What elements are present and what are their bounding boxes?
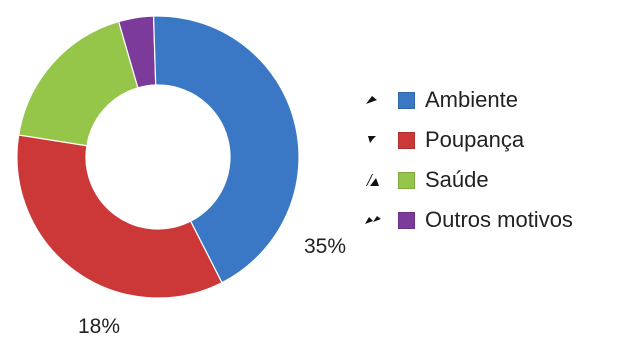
legend-swatch bbox=[398, 131, 415, 149]
legend-item-outros-motivos: Outros motivos bbox=[364, 200, 626, 240]
filled-wedge-icon bbox=[364, 93, 392, 107]
broken-wedge-icon bbox=[364, 133, 392, 147]
legend-label: Outros motivos bbox=[425, 207, 573, 232]
legend-item-saude: Saúde bbox=[364, 160, 626, 200]
legend-item-ambiente: Ambiente bbox=[364, 80, 626, 120]
split-wedge-icon bbox=[364, 213, 392, 227]
chart-slice-icon bbox=[364, 173, 392, 187]
legend-swatch bbox=[398, 211, 415, 229]
legend-item-poupanca: Poupança bbox=[364, 120, 626, 160]
chart-legend: Ambiente Poupança Saúde bbox=[364, 80, 626, 240]
data-label-saude: 18% bbox=[78, 315, 121, 338]
legend-label: Poupança bbox=[425, 127, 525, 152]
legend-label: Saúde bbox=[425, 167, 489, 192]
legend-swatch bbox=[398, 91, 415, 109]
donut-hole bbox=[86, 85, 230, 229]
legend-swatch bbox=[398, 171, 415, 189]
legend-label: Ambiente bbox=[425, 87, 518, 112]
data-label-poupanca: 35% bbox=[304, 235, 347, 258]
